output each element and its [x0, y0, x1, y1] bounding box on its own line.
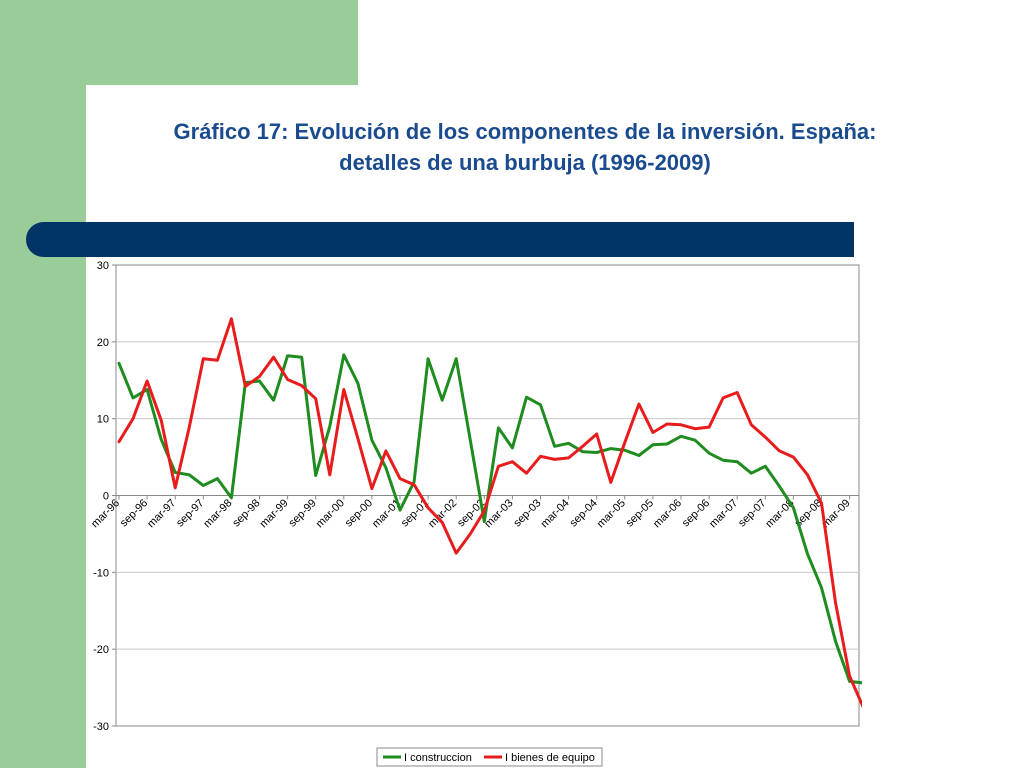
y-tick-label: -30	[93, 721, 109, 733]
slide-title: Gráfico 17: Evolución de los componentes…	[100, 116, 950, 178]
legend-label-2: I bienes de equipo	[505, 752, 595, 764]
y-tick-label: -20	[93, 644, 109, 656]
chart-area: 30 20 10 0 -10 -20 -30 mar-96 sep-96 mar-97 sep-97…	[86, 258, 862, 768]
y-tick-label: 0	[103, 491, 109, 503]
legend-label-1: I construccion	[404, 752, 472, 764]
slide-title-line-1: Gráfico 17: Evolución de los componentes…	[173, 119, 877, 144]
line-chart: 3020100-10-20-30mar-96sep-96mar-97sep-97…	[89, 260, 862, 767]
y-tick-label: 10	[97, 414, 109, 426]
y-tick-label: -10	[93, 567, 109, 579]
series-line-1	[117, 353, 862, 685]
y-tick-label: 30	[97, 260, 109, 272]
decorative-header-bar	[26, 222, 854, 257]
decorative-green-sidebar	[0, 85, 86, 768]
decorative-green-block	[0, 0, 358, 85]
slide-title-line-2: detalles de una burbuja (1996-2009)	[339, 150, 711, 175]
y-tick-label: 20	[97, 337, 109, 349]
series-line-2	[117, 317, 862, 709]
